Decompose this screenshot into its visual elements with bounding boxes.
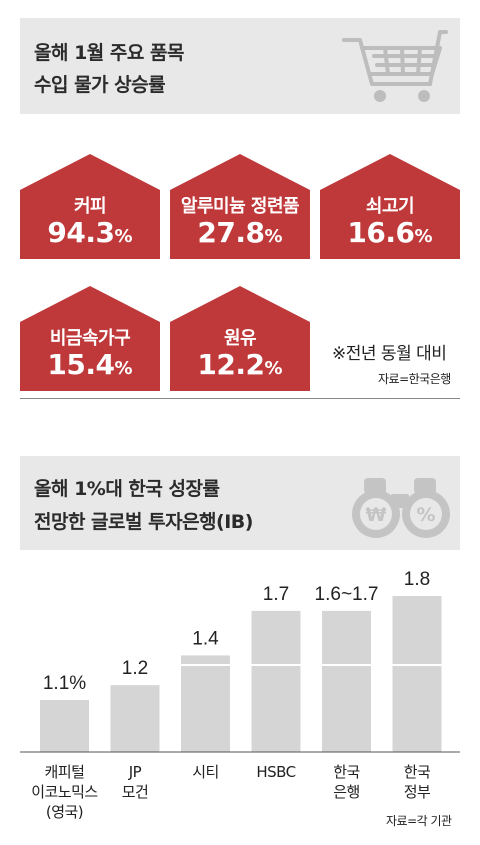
panel1-title-line1: 올해 1월 주요 품목 <box>34 42 184 64</box>
bar-value-label-4: 1.6~1.7 <box>315 584 379 605</box>
bar-value-label-0: 1.1% <box>43 673 86 694</box>
source-note-2: 자료=각 기관 <box>386 814 452 828</box>
svg-text:₩: ₩ <box>366 504 387 526</box>
panel1-header: 올해 1월 주요 품목 수입 물가 상승률 <box>20 18 460 114</box>
bar-value-label-5: 1.8 <box>404 569 430 590</box>
bar-2 <box>181 655 230 752</box>
house-card-furniture: 비금속가구 15.4% <box>20 286 160 391</box>
house-value: 94.3% <box>47 216 133 249</box>
house-label: 알루미늄 정련품 <box>180 196 300 217</box>
bar-4 <box>322 610 371 752</box>
panel2-header: 올해 1%대 한국 성장률 전망한 글로벌 투자은행(IB) ₩ % <box>20 456 460 550</box>
svg-text:%: % <box>416 504 435 526</box>
bar-value-label-2: 1.4 <box>192 628 219 649</box>
bar-1 <box>110 685 160 752</box>
house-value: 15.4% <box>47 348 133 381</box>
bar-5 <box>392 596 442 752</box>
bar-value-label-3: 1.7 <box>263 584 289 605</box>
house-card-coffee: 커피 94.3% <box>20 154 160 259</box>
house-card-crude-oil: 원유 12.2% <box>170 286 310 391</box>
panel2-title-line2: 전망한 글로벌 투자은행(IB) <box>34 511 253 533</box>
house-value: 16.6% <box>347 216 433 249</box>
bar-0 <box>40 700 89 752</box>
category-label-4: 한국 은행 <box>333 763 360 801</box>
house-value: 27.8% <box>197 216 283 249</box>
panel1-title-line2: 수입 물가 상승률 <box>34 74 166 96</box>
house-card-aluminum: 알루미늄 정련품 27.8% <box>170 154 310 259</box>
house-label: 비금속가구 <box>49 328 131 349</box>
house-label: 원유 <box>223 328 257 349</box>
panel2-title-line1: 올해 1%대 한국 성장률 <box>34 478 220 500</box>
bar-value-label-1: 1.2 <box>122 658 148 679</box>
house-card-beef: 쇠고기 16.6% <box>320 154 460 259</box>
comparison-note: ※전년 동월 대비 <box>332 344 447 364</box>
house-label: 쇠고기 <box>365 196 415 217</box>
binoculars-currency-icon: ₩ % <box>346 474 456 540</box>
bar-3 <box>251 610 301 752</box>
source-note: 자료=한국은행 <box>378 372 451 386</box>
house-label: 커피 <box>73 196 107 217</box>
shopping-cart-icon <box>340 26 450 108</box>
house-value: 12.2% <box>197 348 283 381</box>
category-label-2: 시티 <box>192 763 219 781</box>
category-label-1: JP 모건 <box>121 763 149 801</box>
category-label-3: HSBC <box>256 763 296 781</box>
category-label-0: 캐피털 이코노믹스 (영국) <box>31 763 98 821</box>
panel1-baseline <box>20 398 460 399</box>
category-label-5: 한국 정부 <box>403 763 431 801</box>
